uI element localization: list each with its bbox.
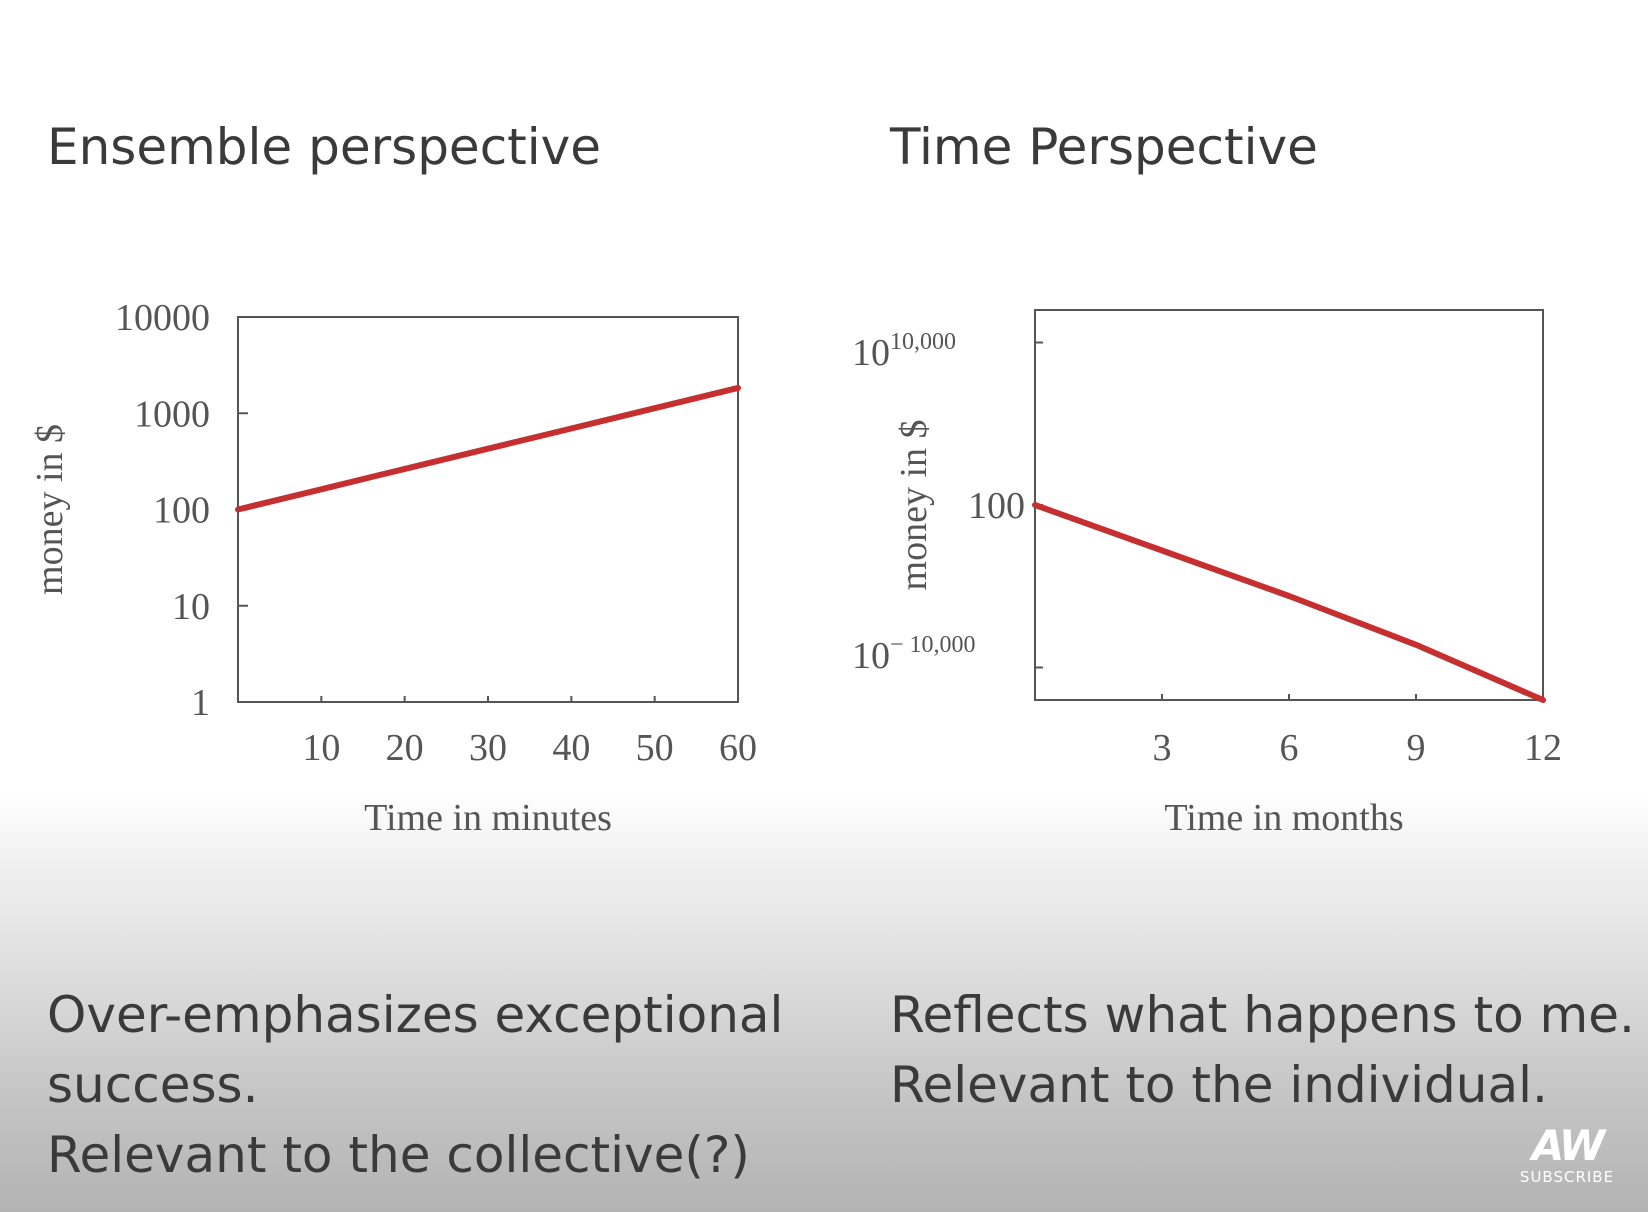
y-axis-label: money in $: [29, 424, 71, 595]
heading-time-perspective: Time Perspective: [890, 118, 1318, 176]
y-tick-label: 1010,000: [852, 329, 956, 374]
y-tick-label: 10− 10,000: [852, 632, 976, 677]
y-axis-label: money in $: [893, 420, 935, 591]
series-line: [1032, 502, 1546, 703]
x-tick-label: 6: [1280, 727, 1299, 769]
note-line: Relevant to the collective(?): [47, 1126, 750, 1184]
chart-ensemble: 10 20 30 40 50 60 1 10 100 1000 10000 Time in minut…: [29, 297, 757, 839]
x-axis-label: Time in minutes: [364, 797, 612, 839]
note-line: Relevant to the individual.: [890, 1056, 1548, 1114]
y-tick-label: 100: [153, 490, 210, 532]
x-tick-label: 30: [469, 727, 507, 769]
x-tick-label: 50: [636, 727, 674, 769]
note-line: success.: [47, 1056, 259, 1114]
channel-logo[interactable]: AW SUBSCRIBE: [1512, 1121, 1622, 1187]
y-tick-label: 100: [968, 485, 1025, 527]
x-tick-label: 12: [1524, 727, 1562, 769]
chart-time: 3 6 9 12 1010,000 100 10− 10,000 Time in months…: [852, 309, 1562, 839]
x-tick-label: 20: [386, 727, 424, 769]
y-tick-label: 1000: [134, 393, 210, 435]
x-tick-label: 9: [1407, 727, 1426, 769]
x-tick-label: 60: [719, 727, 757, 769]
plot-frame: [1034, 309, 1544, 701]
y-tick-label: 1: [191, 682, 210, 724]
logo-mark-icon: AW: [1531, 1121, 1606, 1170]
note-line: Over-emphasizes exceptional: [47, 986, 784, 1044]
note-line: Reflects what happens to me.: [890, 986, 1635, 1044]
x-axis-label: Time in months: [1164, 797, 1403, 839]
x-tick-label: 10: [302, 727, 340, 769]
notes-time: Reflects what happens to me. Relevant to…: [890, 980, 1635, 1120]
x-tick-label: 40: [552, 727, 590, 769]
plot-frame: [237, 316, 739, 703]
series-line: [235, 384, 741, 513]
subscribe-label: SUBSCRIBE: [1519, 1168, 1615, 1186]
y-tick-label: 10000: [115, 297, 210, 339]
y-tick-label: 10: [172, 586, 210, 628]
heading-ensemble-perspective: Ensemble perspective: [47, 118, 602, 176]
x-tick-label: 3: [1153, 727, 1172, 769]
notes-ensemble: Over-emphasizes exceptional success. Rel…: [47, 980, 783, 1190]
